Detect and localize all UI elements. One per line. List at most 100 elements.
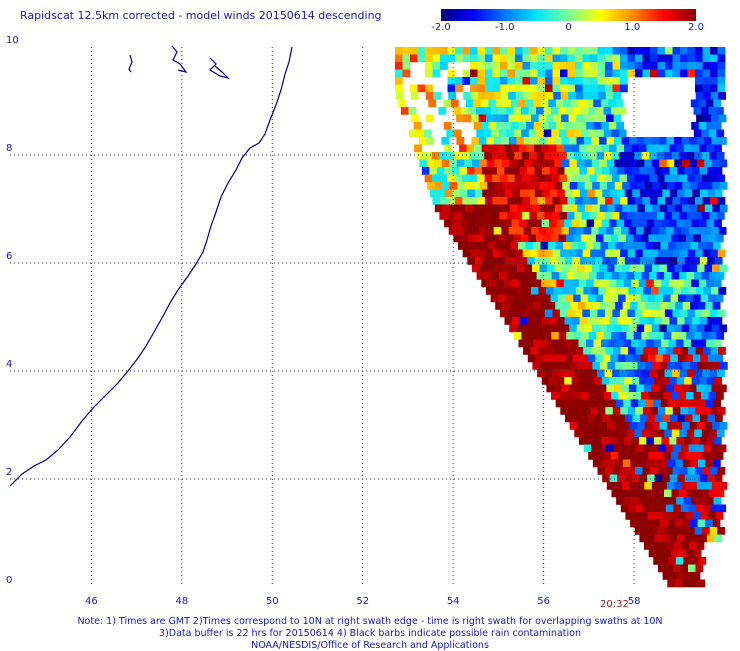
wind-cell [587,317,595,325]
wind-cell [702,197,711,205]
wind-cell [508,114,517,123]
wind-cell [575,347,584,355]
wind-cell [541,279,550,288]
wind-cell [507,174,515,183]
wind-cell [670,234,679,243]
wind-cell [529,212,538,220]
wind-cell [710,347,719,355]
wind-cell [523,287,532,295]
wind-cell [659,362,668,370]
y-tick-label: 10 [6,35,19,46]
wind-cell [661,339,669,348]
wind-cell [717,77,726,85]
wind-cell [691,377,700,385]
wind-cell [584,204,593,213]
wind-cell [484,197,493,205]
wind-cell [612,62,621,70]
wind-cell [452,189,461,198]
wind-cell [656,549,664,558]
wind-cell [620,249,628,258]
wind-cell [593,122,602,130]
wind-cell [590,249,598,258]
wind-cell [556,339,564,348]
wind-cell [717,84,726,93]
wind-cell [665,62,673,70]
wind-cell [549,257,558,265]
wind-cell [603,392,612,400]
wind-cell [689,137,697,145]
wind-cell [710,62,718,70]
wind-cell [451,219,460,228]
wind-cell [702,309,711,318]
wind-cell [698,399,706,408]
wind-cell [490,107,499,115]
wind-cell [717,369,725,378]
wind-cell [714,377,722,385]
wind-cell [654,167,663,175]
wind-cell [470,47,478,55]
wind-cell [440,62,448,70]
wind-cell [474,189,483,198]
wind-cell [529,174,538,183]
wind-cell [489,144,497,153]
wind-cell [594,317,603,325]
wind-cell [485,69,493,78]
wind-cell [494,264,503,273]
wind-cell [612,197,621,205]
wind-cell [501,137,510,145]
wind-cell [448,227,457,235]
wind-cell [672,197,681,205]
wind-cell [632,414,641,423]
wind-cell [562,362,571,370]
wind-cell [410,92,419,100]
wind-cell [600,399,609,408]
wind-cell [517,182,525,190]
wind-cell [702,62,711,70]
wind-cell [664,152,672,160]
wind-cell [648,294,656,303]
wind-cell [503,279,512,288]
wind-cell [712,459,721,468]
wind-cell [713,437,722,445]
wind-cell [540,242,549,250]
wind-cell [595,234,604,243]
wind-cell [447,174,455,183]
wind-cell [612,407,621,415]
wind-cell [573,107,582,115]
wind-cell [455,47,463,55]
wind-cell [530,197,538,205]
wind-cell [595,294,604,303]
wind-cell [706,534,715,543]
wind-cell [623,242,631,250]
wind-cell [667,362,676,370]
wind-cell [485,77,493,85]
wind-cell [590,197,598,205]
wind-cell [544,152,552,160]
wind-cell [694,174,703,183]
wind-cell [621,227,629,235]
wind-cell [533,339,542,348]
wind-cell [555,302,563,310]
wind-cell [705,242,714,250]
wind-cell [612,174,620,183]
wind-cell [477,84,486,93]
wind-cell [666,159,675,168]
wind-cell [464,182,473,190]
wind-cell [644,482,653,490]
wind-cell [680,467,688,475]
wind-cell [650,54,658,63]
wind-cell [421,167,430,175]
wind-cell [575,287,584,295]
wind-cell [470,92,479,100]
wind-cell [398,99,407,108]
wind-cell [453,129,462,138]
wind-cell [691,339,699,348]
x-tick-label: 56 [537,596,550,607]
wind-cell [672,249,681,258]
wind-cell [649,272,657,280]
wind-cell [540,302,548,310]
wind-cell [613,444,622,453]
wind-cell [534,317,543,325]
wind-cell [521,332,530,340]
wind-cell [689,579,698,588]
